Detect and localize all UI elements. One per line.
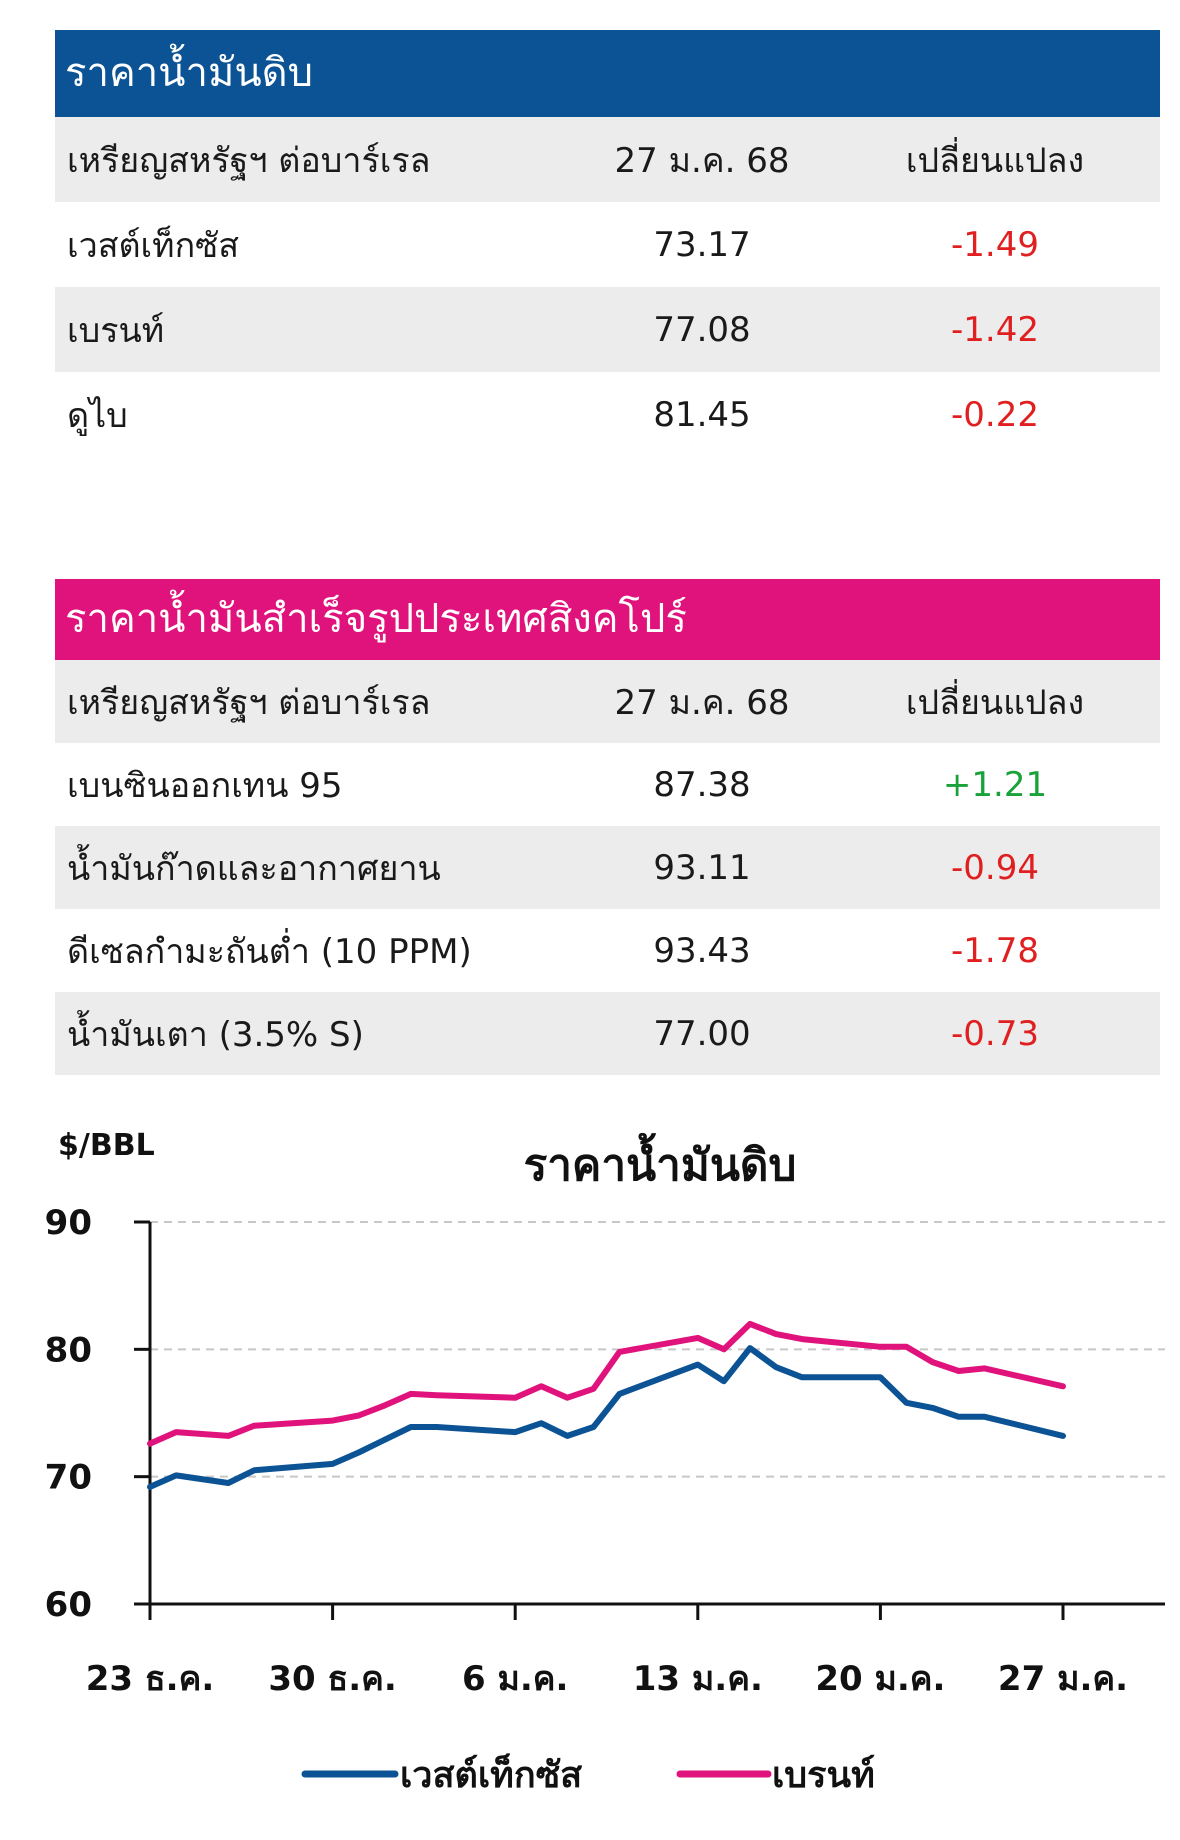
row-change: -1.49	[951, 224, 1039, 265]
y-unit-label: $/BBL	[58, 1128, 155, 1163]
crude-oil-table: ราคาน้ำมันดิบ เหรียญสหรัฐฯ ต่อบาร์เรล 27…	[55, 30, 1160, 457]
table-header-row: เหรียญสหรัฐฯ ต่อบาร์เรล 27 ม.ค. 68 เปลี่…	[55, 117, 1160, 202]
x-tick-label: 30 ธ.ค.	[268, 1659, 396, 1699]
x-tick-label: 20 ม.ค.	[815, 1659, 945, 1699]
y-tick-label: 90	[45, 1203, 92, 1243]
x-tick-label: 23 ธ.ค.	[86, 1659, 214, 1699]
y-tick-label: 60	[45, 1585, 92, 1625]
row-value: 77.08	[653, 309, 751, 350]
singapore-products-table: ราคาน้ำมันสำเร็จรูปประเทศสิงคโปร์ เหรียญ…	[55, 579, 1160, 1075]
x-tick-label: 13 ม.ค.	[633, 1659, 763, 1699]
table-row: น้ำมันก๊าดและอากาศยาน 93.11 -0.94	[55, 826, 1160, 909]
chart-title: ราคาน้ำมันดิบ	[524, 1132, 797, 1191]
row-value: 73.17	[653, 224, 751, 265]
unit-header: เหรียญสหรัฐฯ ต่อบาร์เรล	[67, 140, 431, 181]
crude-oil-table-title: ราคาน้ำมันดิบ	[55, 30, 1160, 117]
table-row: เบนซินออกเทน 95 87.38 +1.21	[55, 743, 1160, 826]
row-change: +1.21	[942, 764, 1048, 805]
row-name: ดูไบ	[67, 395, 128, 436]
x-tick-label: 27 ม.ค.	[998, 1659, 1128, 1699]
date-header: 27 ม.ค. 68	[614, 682, 790, 723]
y-tick-label: 70	[45, 1458, 92, 1498]
change-header: เปลี่ยนแปลง	[905, 140, 1085, 181]
singapore-products-table-title: ราคาน้ำมันสำเร็จรูปประเทศสิงคโปร์	[55, 579, 1160, 660]
row-value: 93.11	[653, 847, 751, 888]
row-name: เวสต์เท็กซัส	[67, 225, 239, 266]
date-header: 27 ม.ค. 68	[614, 140, 790, 181]
row-name: น้ำมันเตา (3.5% S)	[67, 1014, 364, 1055]
table-row: เวสต์เท็กซัส 73.17 -1.49	[55, 202, 1160, 287]
table-row: เบรนท์ 77.08 -1.42	[55, 287, 1160, 372]
row-value: 93.43	[653, 930, 751, 971]
row-value: 77.00	[653, 1013, 751, 1054]
legend-label: เบรนท์	[772, 1754, 875, 1796]
row-change: -0.94	[951, 847, 1039, 888]
row-name: เบรนท์	[67, 310, 165, 351]
chart-canvas: $/BBL ราคาน้ำมันดิบ 60 70 80 90 23 ธ.ค. 30 ธ.…	[45, 1128, 1165, 1796]
x-tick-label: 6 ม.ค.	[462, 1659, 568, 1699]
series-line-wti	[147, 1345, 1066, 1490]
legend: เวสต์เท็กซัส เบรนท์	[301, 1752, 875, 1796]
unit-header: เหรียญสหรัฐฯ ต่อบาร์เรล	[67, 682, 431, 723]
axes: 60 70 80 90 23 ธ.ค. 30 ธ.ค. 6 ม.ค. 13 ม.ค. 20 ม.…	[45, 1203, 1165, 1699]
gridlines	[150, 1221, 1165, 1478]
row-change: -0.73	[951, 1013, 1039, 1054]
series-lines	[147, 1320, 1066, 1490]
y-tick-label: 80	[45, 1330, 92, 1370]
series-line-brent	[147, 1320, 1066, 1447]
crude-oil-price-chart: $/BBL ราคาน้ำมันดิบ 60 70 80 90 23 ธ.ค. 30 ธ.…	[0, 1110, 1180, 1840]
legend-label: เวสต์เท็กซัส	[400, 1752, 582, 1796]
row-name: น้ำมันก๊าดและอากาศยาน	[67, 848, 441, 889]
row-change: -1.42	[951, 309, 1039, 350]
change-header: เปลี่ยนแปลง	[905, 682, 1085, 723]
table-header-row: เหรียญสหรัฐฯ ต่อบาร์เรล 27 ม.ค. 68 เปลี่…	[55, 660, 1160, 743]
row-name: ดีเซลกำมะถันต่ำ (10 PPM)	[67, 931, 472, 972]
table-row: น้ำมันเตา (3.5% S) 77.00 -0.73	[55, 992, 1160, 1075]
row-change: -0.22	[951, 394, 1039, 435]
table-row: ดีเซลกำมะถันต่ำ (10 PPM) 93.43 -1.78	[55, 909, 1160, 992]
row-value: 81.45	[653, 394, 751, 435]
table-row: ดูไบ 81.45 -0.22	[55, 372, 1160, 457]
row-change: -1.78	[951, 930, 1039, 971]
row-name: เบนซินออกเทน 95	[67, 765, 343, 806]
row-value: 87.38	[653, 764, 751, 805]
